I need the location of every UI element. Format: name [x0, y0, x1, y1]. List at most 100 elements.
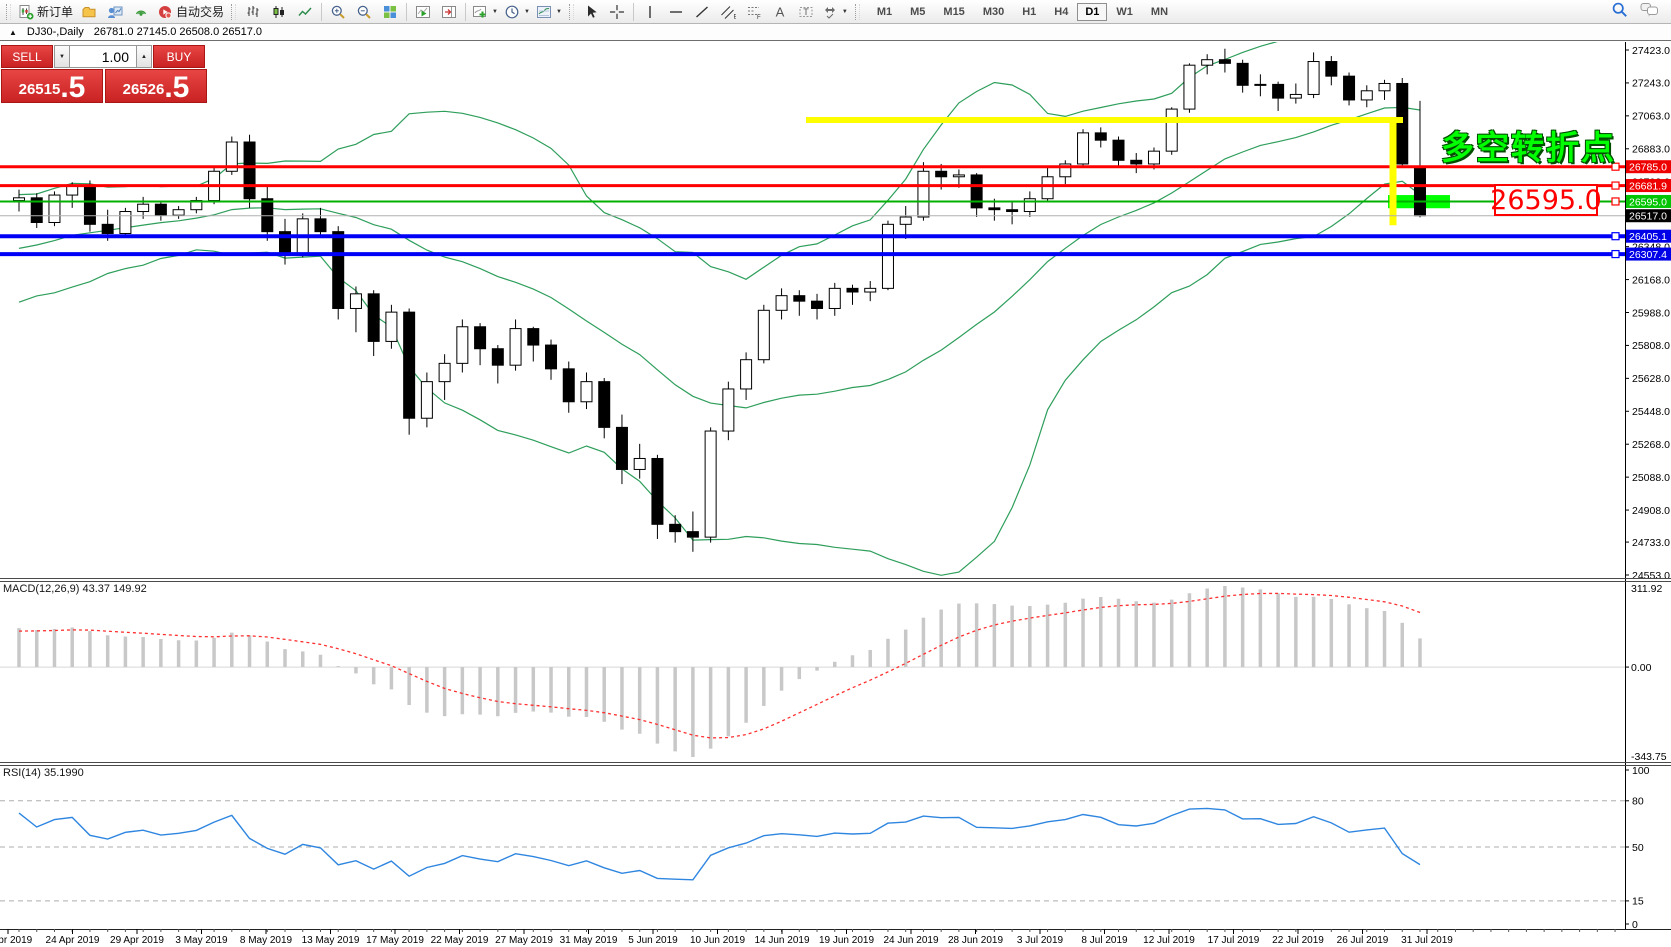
- price-line-axis-label: [1626, 229, 1671, 243]
- bar-chart-button[interactable]: [240, 1, 266, 23]
- zoom-in-button[interactable]: [325, 1, 351, 23]
- autotrading-button[interactable]: 自动交易: [154, 1, 227, 23]
- timeframe-button-mn[interactable]: MN: [1150, 5, 1169, 18]
- text-icon: A: [772, 4, 788, 20]
- price-tick-label: 25268.0: [1632, 439, 1670, 451]
- signals-button[interactable]: [128, 1, 154, 23]
- horizontal-line-tool[interactable]: [663, 1, 689, 23]
- candle-body: [1236, 62, 1249, 86]
- timeframe-button-m30[interactable]: M30: [982, 5, 1005, 18]
- timeframe-button-w1[interactable]: W1: [1116, 5, 1133, 18]
- tile-windows-icon: [382, 4, 398, 20]
- chevron-down-icon: ▼: [523, 8, 530, 15]
- chevron-down-icon: ▼: [492, 8, 498, 15]
- volume-input[interactable]: [70, 45, 136, 68]
- timeframe-button-m5[interactable]: M5: [910, 5, 926, 18]
- timeframe-button-m15[interactable]: M15: [943, 5, 965, 18]
- time-axis[interactable]: 8 Apr 2019 24 Apr 2019 29 Apr 2019 3 May 20…: [0, 929, 1671, 946]
- price-tick-label: 25988.0: [1632, 307, 1670, 319]
- zoom-in-icon: [330, 4, 346, 20]
- toolbar-grip[interactable]: [568, 3, 574, 20]
- price-callout-box[interactable]: 26595.0: [1490, 184, 1602, 216]
- fibonacci-tool[interactable]: F: [741, 1, 767, 23]
- trendline-tool[interactable]: [689, 1, 715, 23]
- chevron-down-icon: ▼: [841, 8, 848, 15]
- volume-decrease-button[interactable]: ▼: [54, 45, 70, 68]
- candle-body: [881, 223, 894, 289]
- sell-button[interactable]: SELL: [1, 45, 53, 68]
- candle-body: [545, 344, 558, 370]
- collapse-panel-icon[interactable]: ▲: [9, 27, 17, 37]
- candle-body: [1183, 64, 1196, 110]
- candle-body: [1307, 61, 1320, 95]
- buy-price-display[interactable]: 26526 .5: [105, 69, 207, 103]
- date-tick-label: 3 Jul 2019: [1017, 935, 1064, 946]
- clock-icon: [504, 4, 520, 20]
- candlestick-series: [13, 48, 1426, 552]
- arrows-dropdown[interactable]: ▼: [819, 1, 851, 23]
- timeframe-button-m1[interactable]: M1: [876, 5, 893, 18]
- timeframe-button-d1[interactable]: D1: [1077, 2, 1108, 21]
- timeframe-button-h1[interactable]: H1: [1022, 5, 1037, 18]
- buy-button[interactable]: BUY: [153, 45, 205, 68]
- open-file-button[interactable]: [76, 1, 102, 23]
- line-anchor-marker[interactable]: [1611, 162, 1620, 171]
- date-tick-label: 13 May 2019: [302, 935, 360, 946]
- candlestick-chart-button[interactable]: [266, 1, 292, 23]
- channel-tool[interactable]: E: [715, 1, 741, 23]
- zoom-out-icon: [356, 4, 372, 20]
- sell-price-display[interactable]: 26515 .5: [1, 69, 103, 103]
- svg-text:E: E: [733, 14, 736, 20]
- toolbar-grip[interactable]: [6, 3, 11, 20]
- template-icon: [536, 4, 552, 20]
- price-line-axis-label-text: 26307.4: [1629, 249, 1667, 261]
- candle-body: [1165, 108, 1178, 152]
- timeframe-button-h4[interactable]: H4: [1054, 5, 1069, 18]
- tile-windows-button[interactable]: [377, 1, 403, 23]
- price-line-axis-label-text: 26681.9: [1629, 180, 1667, 192]
- toolbar-grip[interactable]: [231, 3, 237, 20]
- periods-dropdown[interactable]: ▼: [501, 1, 533, 23]
- rsi-scale-label: 0: [1632, 919, 1638, 931]
- publish-button[interactable]: [102, 1, 128, 23]
- chart-shift-button[interactable]: [436, 1, 462, 23]
- chat-icon[interactable]: [1640, 1, 1659, 22]
- text-tool[interactable]: A: [767, 1, 793, 23]
- rsi-panel: [0, 800, 1625, 902]
- crosshair-button[interactable]: [604, 1, 630, 23]
- auto-scroll-button[interactable]: [410, 1, 436, 23]
- line-anchor-marker[interactable]: [1611, 249, 1620, 259]
- candle-body: [970, 174, 983, 209]
- line-anchor-marker[interactable]: [1611, 197, 1620, 206]
- price-axis[interactable]: 27423.027243.027063.026883.026703.026523…: [1625, 42, 1671, 931]
- indicators-dropdown[interactable]: ▼: [469, 1, 501, 23]
- candle-body: [66, 185, 79, 196]
- date-tick-label: 17 Jul 2019: [1208, 935, 1260, 946]
- label-tool[interactable]: T: [793, 1, 819, 23]
- main-chart-plot: [0, 42, 1625, 576]
- line-chart-button[interactable]: [292, 1, 318, 23]
- candle-body: [1201, 59, 1214, 66]
- new-order-button[interactable]: 新订单: [15, 1, 76, 23]
- toolbar-grip[interactable]: [854, 3, 860, 20]
- volume-increase-button[interactable]: ▲: [136, 45, 152, 68]
- svg-text:A: A: [776, 4, 785, 19]
- search-icon[interactable]: [1611, 1, 1628, 23]
- zoom-out-button[interactable]: [351, 1, 377, 23]
- line-anchor-marker[interactable]: [1611, 232, 1620, 241]
- profile-chart-icon: [107, 4, 123, 20]
- cursor-button[interactable]: [578, 1, 604, 23]
- main-toolbar: 新订单 自动交易 ▼ ▼: [0, 0, 1671, 24]
- templates-dropdown[interactable]: ▼: [533, 1, 565, 23]
- candle-body: [509, 328, 522, 366]
- turning-point-annotation[interactable]: 多空转折点: [1441, 129, 1616, 166]
- candle-body: [686, 531, 699, 538]
- sell-price-main: 26515: [18, 81, 61, 98]
- price-line-axis-label: [1626, 160, 1671, 174]
- autotrading-icon: [157, 4, 173, 20]
- candle-body: [1112, 139, 1125, 161]
- line-anchor-marker[interactable]: [1611, 181, 1620, 190]
- volume-stepper: ▼ ▲: [54, 45, 152, 68]
- vertical-line-tool[interactable]: [637, 1, 663, 23]
